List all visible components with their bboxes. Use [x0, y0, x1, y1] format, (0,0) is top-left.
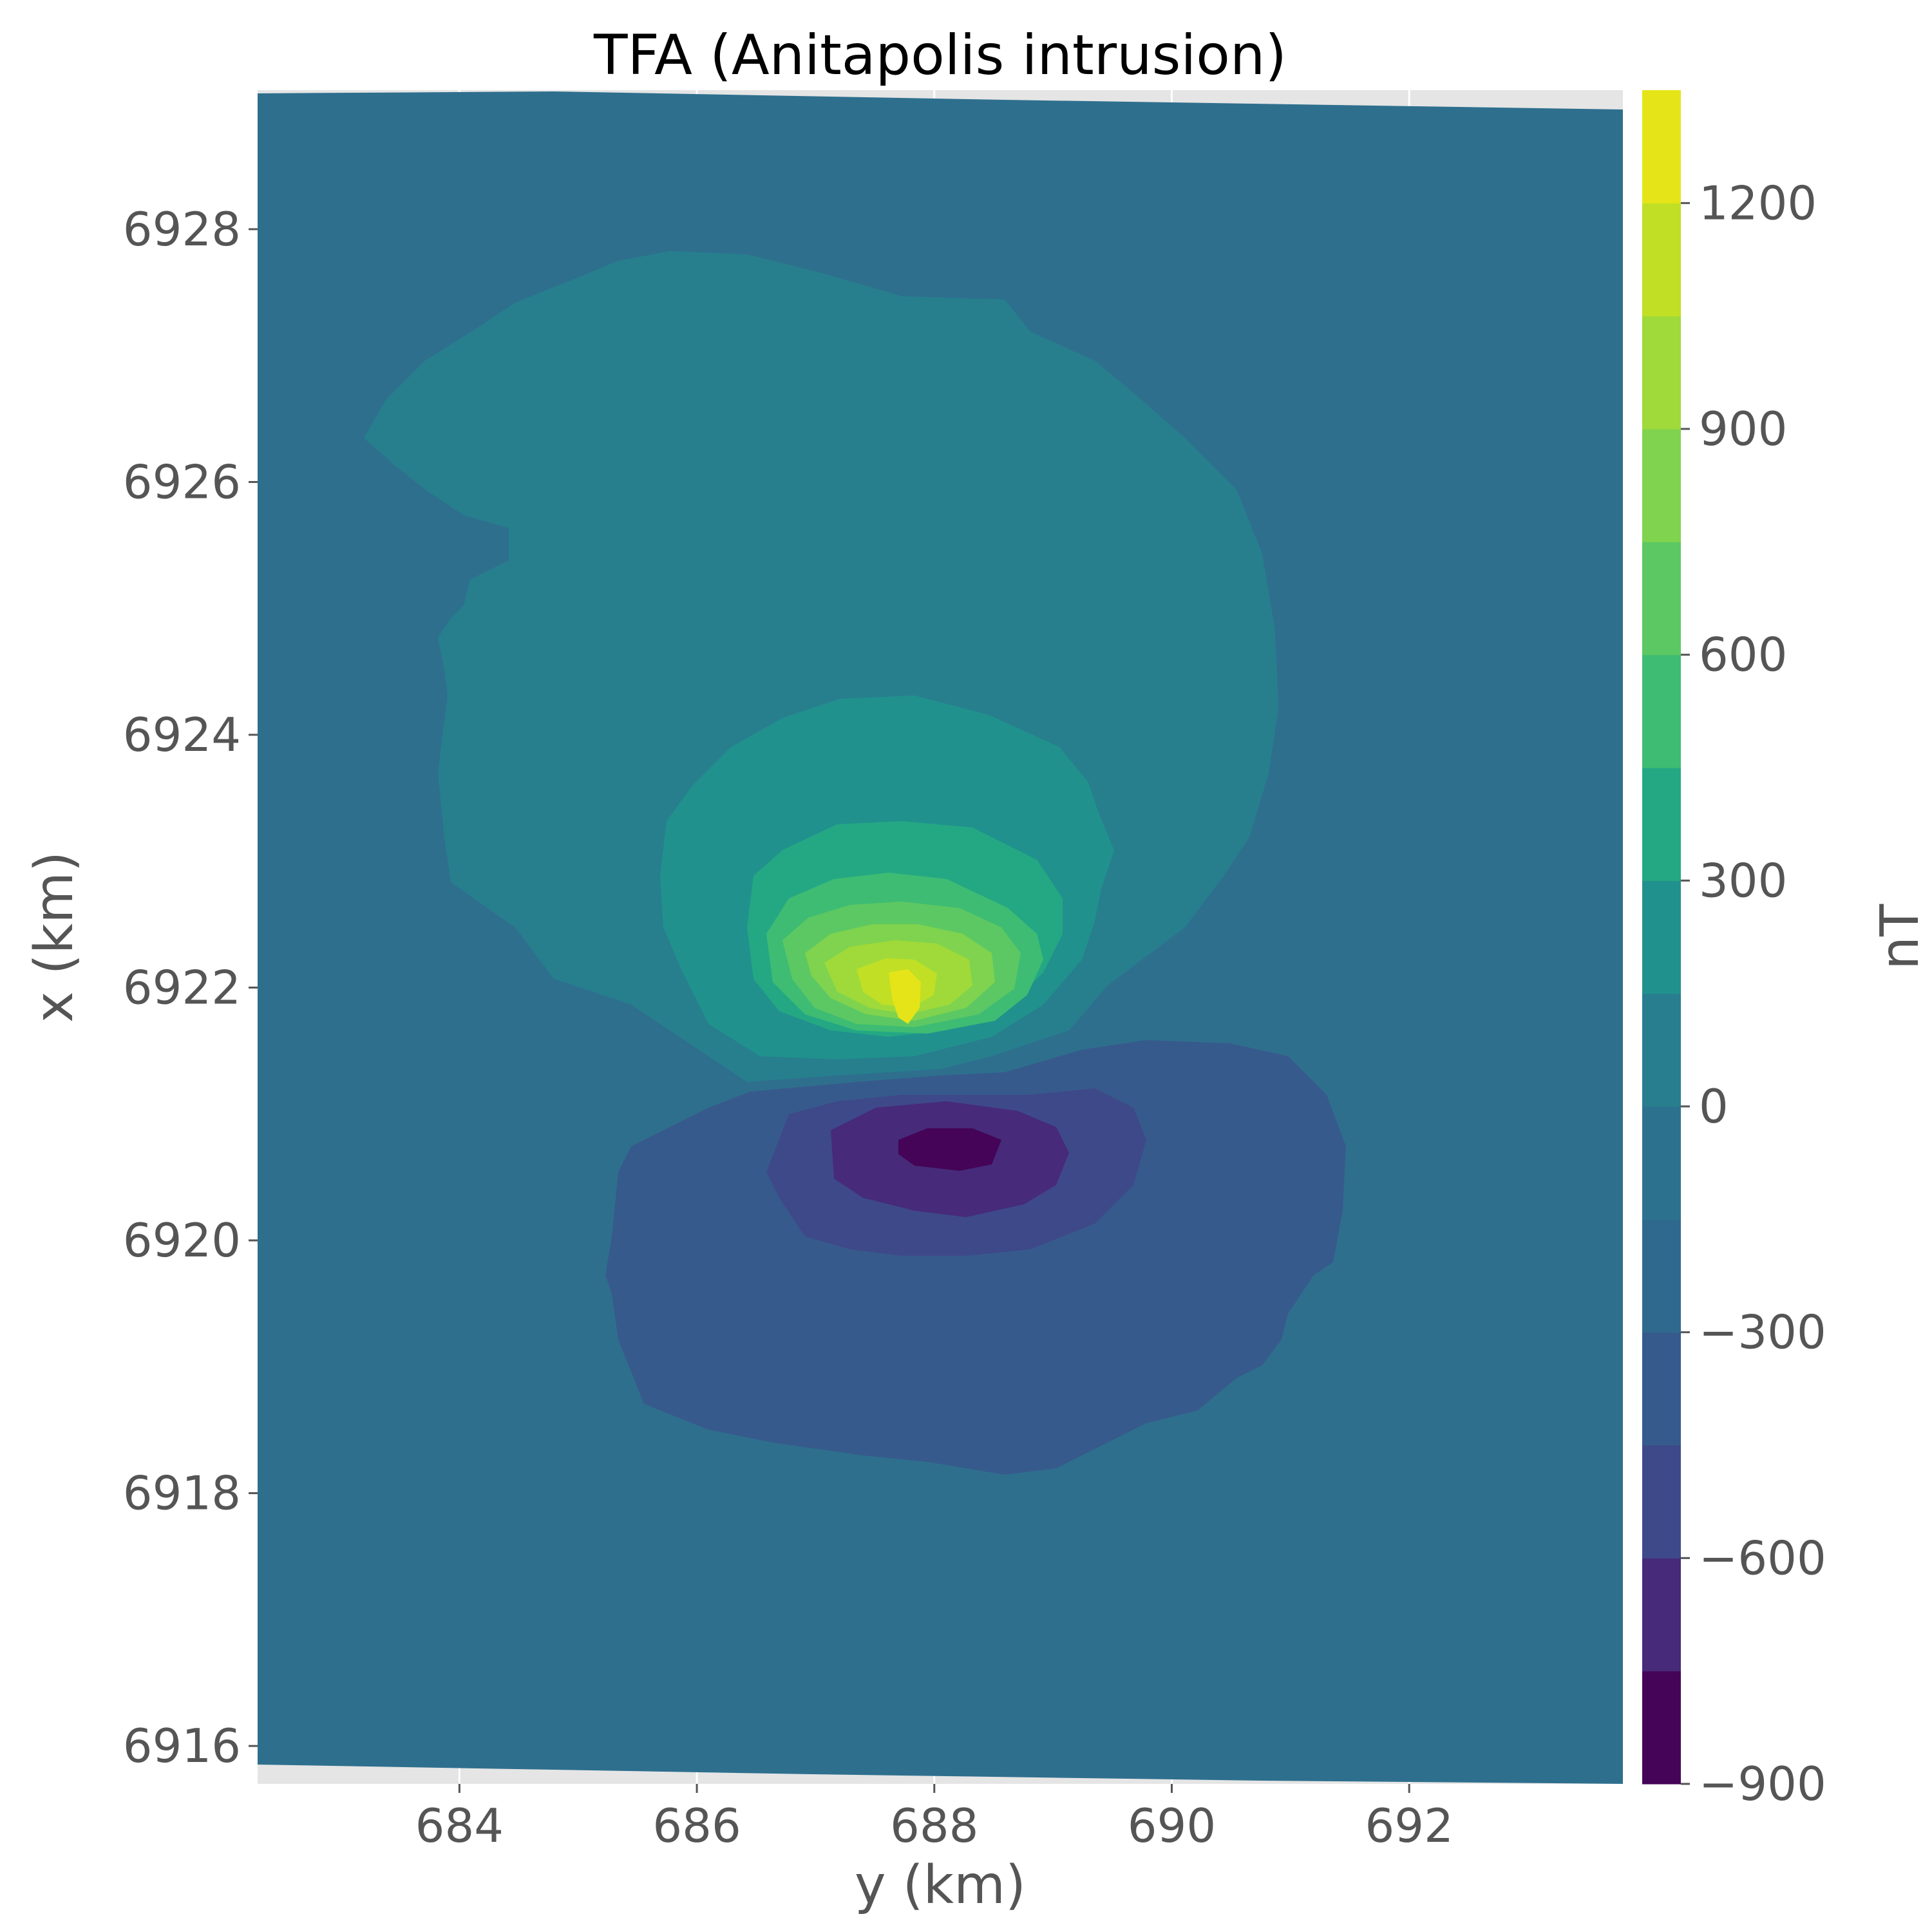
x-axis-label: y (km)	[855, 1855, 1026, 1916]
colorbar-tick-label: −300	[1699, 1305, 1826, 1359]
colorbar-band	[1642, 542, 1681, 656]
contour-negative-peak	[898, 1128, 1001, 1171]
contour-positive-peak	[889, 969, 921, 1024]
colorbar-band	[1642, 993, 1681, 1107]
y-axis-label: x (km)	[24, 851, 85, 1023]
colorbar-band	[1642, 768, 1681, 881]
colorbar-tick-label: 900	[1699, 402, 1787, 456]
colorbar-tick-label: 300	[1699, 853, 1787, 907]
colorbar-label: nT	[1870, 904, 1931, 970]
x-tick-label: 692	[1365, 1799, 1453, 1853]
y-tick-label: 6918	[123, 1466, 241, 1520]
colorbar: −900 −600 −300 0 300 600 900 1200	[1642, 90, 1826, 1811]
x-tick-label: 688	[890, 1799, 978, 1853]
x-tick-label: 690	[1128, 1799, 1216, 1853]
colorbar-tick-label: 0	[1699, 1079, 1728, 1133]
colorbar-band	[1642, 654, 1681, 768]
y-tick-label: 6924	[123, 708, 241, 762]
chart-title: TFA (Anitapolis intrusion)	[593, 23, 1287, 88]
y-tick-label: 6928	[123, 202, 241, 256]
colorbar-tick-label: 1200	[1699, 176, 1817, 230]
colorbar-band	[1642, 316, 1681, 430]
x-tick-label: 684	[415, 1799, 504, 1853]
y-axis-ticks: 6916 6918 6920 6922 6924 6926 6928	[123, 202, 258, 1773]
colorbar-tick-label: 600	[1699, 628, 1787, 682]
colorbar-band	[1642, 90, 1681, 204]
colorbar-band	[1642, 429, 1681, 542]
colorbar-tick-label: −600	[1699, 1531, 1826, 1585]
colorbar-band	[1642, 1219, 1681, 1333]
y-tick-label: 6916	[123, 1719, 241, 1773]
x-tick-label: 686	[652, 1799, 741, 1853]
colorbar-band	[1642, 1332, 1681, 1446]
x-axis-ticks: 684 686 688 690 692	[415, 1784, 1454, 1853]
colorbar-band	[1642, 1558, 1681, 1672]
colorbar-band	[1642, 880, 1681, 994]
y-tick-label: 6922	[123, 961, 241, 1015]
y-tick-label: 6926	[123, 455, 241, 509]
colorbar-tick-label: −900	[1699, 1757, 1826, 1811]
y-tick-label: 6920	[123, 1213, 241, 1267]
colorbar-band	[1642, 1106, 1681, 1220]
colorbar-band	[1642, 203, 1681, 317]
colorbar-band	[1642, 1671, 1681, 1785]
colorbar-band	[1642, 1445, 1681, 1558]
